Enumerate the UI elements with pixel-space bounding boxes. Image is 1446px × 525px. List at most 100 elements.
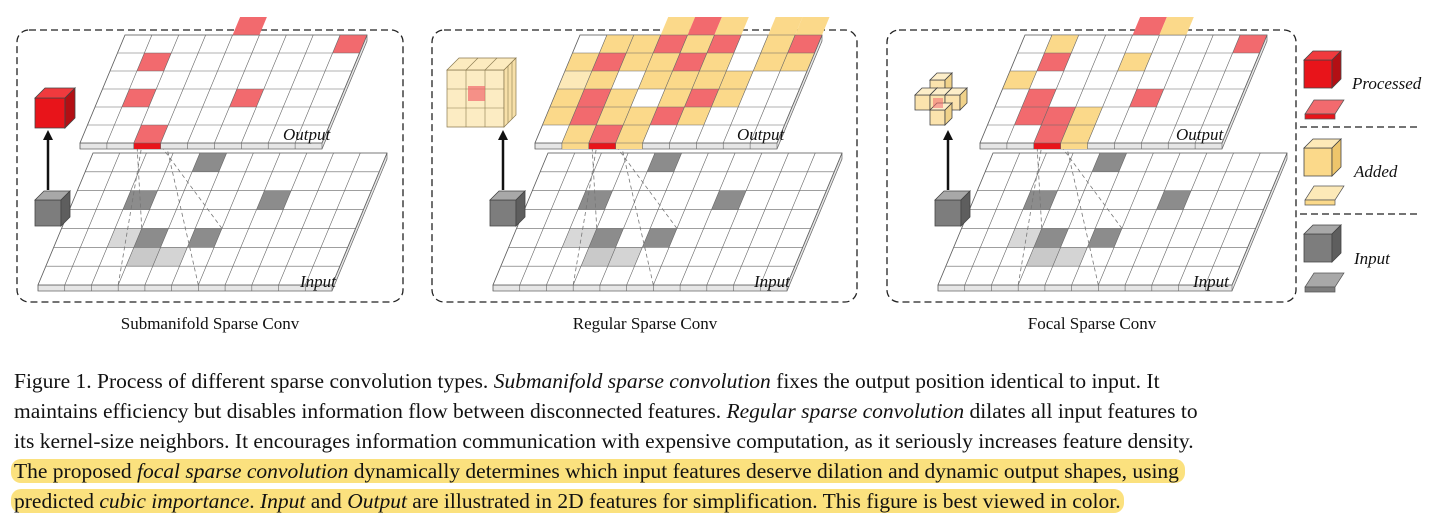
- legend-label-input: Input: [1353, 249, 1391, 268]
- output-plane-regular-cell: [542, 107, 577, 125]
- input-plane-regular-gridline: [679, 152, 736, 286]
- legend-processed-cube: [1303, 50, 1342, 89]
- output-plane-focal-cell: [1060, 125, 1096, 143]
- output-plane-regular-cell: [718, 71, 754, 89]
- input-plane-submanifold: [37, 152, 388, 292]
- figure-caption: Figure 1. Process of different sparse co…: [11, 366, 1434, 516]
- added-cube-regular-line: [465, 57, 479, 71]
- panel-title-regular: Regular Sparse Conv: [573, 314, 718, 333]
- legend-label-processed: Processed: [1351, 74, 1422, 93]
- output-plane-regular-cell: [706, 35, 742, 53]
- panel-submanifold: [34, 17, 388, 292]
- projection-line-regular: [572, 148, 597, 286]
- caption-line-3: its kernel-size neighbors. It encourages…: [14, 426, 1434, 456]
- panel-title-focal: Focal Sparse Conv: [1028, 314, 1157, 333]
- projection-line-submanifold: [162, 148, 223, 229]
- output-plane-regular-cell: [638, 71, 673, 89]
- input-cube-regular-side: [515, 190, 526, 227]
- input-plane-focal-gridline: [1098, 152, 1154, 286]
- input-plane-regular-cell: [562, 228, 597, 248]
- input-plane-submanifold-cell: [256, 190, 292, 210]
- caption-text: predicted: [14, 489, 100, 513]
- output-plane-submanifold-cell: [133, 125, 169, 143]
- projection-line-submanifold: [117, 148, 142, 286]
- panel-frame-regular: [431, 29, 858, 303]
- projection-line-submanifold: [136, 148, 143, 229]
- input-plane-regular: [492, 152, 843, 292]
- input-plane-regular-cell: [642, 228, 677, 248]
- focal-cube-block-side: [944, 102, 953, 126]
- input-plane-regular-gridline: [706, 152, 763, 286]
- input-plane-regular-gridline: [519, 152, 576, 286]
- output-plane-regular-cell: [699, 53, 734, 71]
- input-plane-focal-cell: [1007, 228, 1042, 248]
- output-plane-regular-cell: [676, 107, 712, 125]
- output-plane-focal: [979, 17, 1268, 150]
- output-plane-focal-cell-edge: [1060, 143, 1088, 149]
- output-plane-regular-cell: [672, 53, 707, 71]
- caption-emphasis: Regular sparse convolution: [726, 399, 965, 423]
- output-plane-focal-cell: [1033, 125, 1069, 143]
- output-plane-focal-cell: [1068, 107, 1103, 125]
- legend-input-cube-front: [1303, 233, 1333, 263]
- input-cube-focal-side: [960, 190, 971, 227]
- input-plane-regular-gridline: [653, 152, 709, 286]
- output-plane-regular: [534, 17, 830, 150]
- caption-text: dynamically determines which input featu…: [348, 459, 1179, 483]
- input-cube-focal-front: [934, 199, 962, 227]
- output-plane-regular-cell: [653, 35, 688, 53]
- legend-processed-tile-edge: [1304, 113, 1336, 120]
- output-plane-regular-cell: [665, 71, 700, 89]
- output-plane-focal-cell: [1232, 35, 1267, 53]
- input-plane-submanifold-gridline: [251, 152, 308, 286]
- output-plane-regular-cell: [557, 71, 592, 89]
- caption-emphasis: focal sparse convolution: [137, 459, 349, 483]
- input-plane-submanifold-gridline: [64, 152, 121, 286]
- input-plane-regular-gridline: [786, 152, 843, 286]
- output-plane-regular-cell: [753, 53, 788, 71]
- input-plane-submanifold-gridline: [91, 152, 147, 286]
- output-plane-regular-cell: [591, 53, 627, 71]
- output-plane-submanifold-cell: [232, 17, 267, 35]
- output-plane-regular-cell-edge: [561, 143, 589, 149]
- input-plane-focal-cell: [1087, 228, 1122, 248]
- input-plane-submanifold-gridline: [171, 152, 227, 286]
- input-plane-regular-gridline: [759, 152, 816, 286]
- input-plane-submanifold-cell: [133, 228, 169, 248]
- output-plane-focal-cell: [1129, 89, 1164, 107]
- output-plane-regular-cell: [623, 107, 658, 125]
- caption-line-4: The proposed focal sparse convolution dy…: [11, 456, 1434, 486]
- legend-input-cube: [1303, 224, 1342, 263]
- projection-line-regular: [617, 148, 678, 229]
- figure-diagram: Submanifold Sparse Conv Regular Sparse C…: [16, 17, 1422, 333]
- panel-frame-focal: [886, 29, 1297, 303]
- arrow-submanifold: [43, 130, 53, 190]
- input-plane-regular-gridline: [599, 152, 656, 286]
- focal-cube-block-front: [914, 94, 931, 111]
- focal-cube: [914, 72, 968, 126]
- caption-highlight: The proposed focal sparse convolution dy…: [11, 459, 1185, 483]
- legend-added-cube-side: [1331, 138, 1342, 177]
- projection-line-focal: [1017, 148, 1042, 286]
- output-plane-focal-cell: [1159, 17, 1194, 35]
- output-plane-submanifold-cell: [332, 35, 367, 53]
- input-plane-focal-cell: [1052, 247, 1088, 267]
- focal-cube-center: [933, 98, 943, 108]
- output-plane-regular-cell: [711, 89, 746, 107]
- projection-line-focal: [1066, 148, 1099, 286]
- input-cube-submanifold-side: [60, 190, 71, 227]
- output-plane-regular-cell: [569, 107, 604, 125]
- output-plane-regular-cell: [550, 89, 585, 107]
- input-plane-regular-gridline: [572, 152, 629, 286]
- input-plane-submanifold-gridline: [198, 152, 254, 286]
- input-plane-submanifold-gridline: [331, 152, 388, 286]
- legend-added-tile: [1304, 185, 1345, 206]
- caption-text: fixes the output position identical to i…: [770, 369, 1160, 393]
- input-plane-regular-cell: [588, 228, 624, 248]
- added-cube-regular-side: [503, 57, 517, 128]
- caption-text: dilates all input features to: [964, 399, 1198, 423]
- caption-text: .: [249, 489, 260, 513]
- arrow-focal: [943, 130, 953, 190]
- input-plane-focal-gridline: [964, 152, 1021, 286]
- output-plane-regular-cell-edge: [615, 143, 643, 149]
